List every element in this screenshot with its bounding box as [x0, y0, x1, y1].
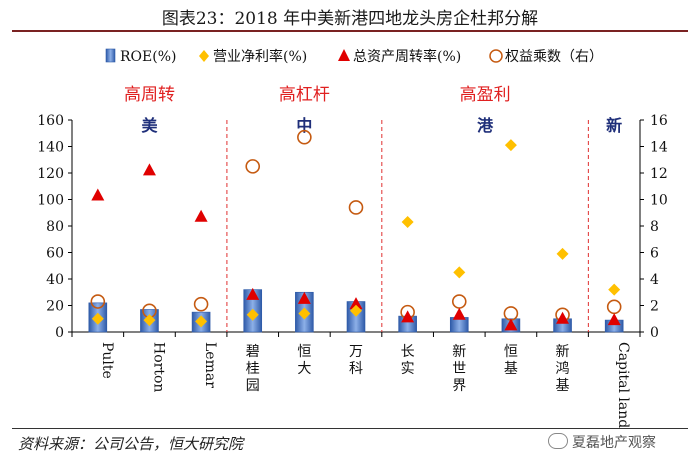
point-turnover [504, 318, 518, 331]
watermark-text: 夏磊地产观察 [572, 435, 656, 451]
region-label: 港 [477, 116, 494, 135]
watermark: 夏磊地产观察 [548, 432, 656, 452]
figure-title: 图表23：2018 年中美新港四地龙头房企杜邦分解 [161, 9, 539, 29]
x-tick-label: 新鸿基 [556, 344, 570, 394]
x-tick-label: 恒基 [504, 344, 518, 377]
point-turnover [91, 188, 105, 201]
point-turnover [194, 209, 208, 222]
point-net-margin [556, 247, 569, 260]
point-leverage [193, 296, 209, 312]
point-net-margin [401, 216, 414, 229]
point-net-margin [195, 315, 208, 328]
legend-label: 总资产周转率(%) [353, 48, 461, 65]
legend-swatch-turnover [338, 49, 350, 61]
point-leverage [503, 306, 519, 321]
point-net-margin [608, 283, 621, 296]
legend-label: 权益乘数（右） [505, 49, 603, 65]
y-tick-label-right: 2 [650, 299, 659, 315]
legend-swatch-leverage [489, 49, 503, 63]
point-net-margin [453, 266, 466, 279]
footer-rule [12, 428, 688, 429]
point-leverage [606, 299, 622, 315]
point-net-margin [143, 314, 156, 327]
x-tick-label: Lemar [202, 342, 218, 388]
y-tick-label-left: 140 [37, 140, 64, 156]
y-tick-label-right: 4 [650, 272, 659, 288]
point-net-margin [350, 304, 362, 317]
region-label: 中 [296, 116, 312, 135]
point-leverage [348, 200, 364, 215]
x-tick-label: Capital land [615, 342, 631, 428]
point-turnover [556, 311, 570, 324]
point-turnover [607, 313, 621, 326]
legend-swatch-roe [105, 48, 116, 63]
x-tick-label: 恒大 [297, 344, 311, 377]
x-tick-label: 万科 [349, 344, 363, 377]
region-title: 高杠杆 [279, 85, 330, 105]
y-tick-label-left: 160 [37, 113, 64, 129]
y-tick-label-right: 12 [650, 166, 668, 182]
region-label: 新 [606, 116, 622, 135]
legend-label: 营业净利率(%) [213, 48, 307, 65]
point-leverage [245, 159, 261, 174]
y-tick-label-left: 120 [37, 166, 64, 182]
point-turnover [246, 287, 260, 300]
point-turnover [401, 310, 415, 323]
y-tick-label-right: 10 [650, 193, 668, 209]
point-net-margin [91, 312, 104, 325]
region-title: 高周转 [124, 85, 175, 105]
y-tick-label-right: 8 [650, 219, 659, 235]
point-turnover [452, 307, 466, 320]
y-tick-label-right: 0 [650, 325, 659, 341]
x-tick-label: 新世界 [452, 344, 466, 394]
y-tick-label-left: 100 [37, 193, 64, 209]
wechat-icon [548, 433, 568, 449]
x-tick-label: Horton [150, 342, 166, 392]
y-tick-label-left: 40 [46, 272, 64, 288]
point-leverage [297, 129, 312, 145]
source-note: 资料来源：公司公告，恒大研究院 [18, 435, 244, 453]
y-tick-label-right: 14 [650, 140, 668, 156]
x-tick-label: 长实 [401, 344, 415, 377]
y-tick-label-left: 20 [46, 299, 64, 315]
point-turnover [349, 297, 363, 310]
region-title: 高盈利 [460, 85, 511, 105]
legend-label: ROE(%) [120, 49, 176, 65]
point-net-margin [504, 139, 517, 152]
dupont-chart: ROE(%) 营业净利率(%) 总资产周转率(%) 权益乘数（右）0204060801… [37, 48, 668, 428]
point-leverage [451, 294, 467, 309]
point-turnover [142, 163, 156, 176]
point-turnover [297, 291, 311, 304]
title-bar: 图表23：2018 年中美新港四地龙头房企杜邦分解 [0, 0, 700, 35]
y-tick-label-left: 0 [55, 325, 64, 341]
title-rule [12, 30, 688, 32]
y-tick-label-right: 6 [650, 246, 659, 262]
point-net-margin [298, 307, 311, 320]
legend-swatch-net-margin [199, 50, 209, 62]
region-label: 美 [141, 116, 158, 135]
x-tick-label: 碧桂园 [246, 344, 260, 394]
y-tick-label-left: 80 [46, 219, 64, 235]
point-net-margin [246, 308, 259, 321]
y-tick-label-right: 16 [650, 113, 668, 129]
y-tick-label-left: 60 [46, 246, 64, 262]
x-tick-label: Pulte [99, 342, 115, 379]
point-leverage [90, 294, 106, 309]
